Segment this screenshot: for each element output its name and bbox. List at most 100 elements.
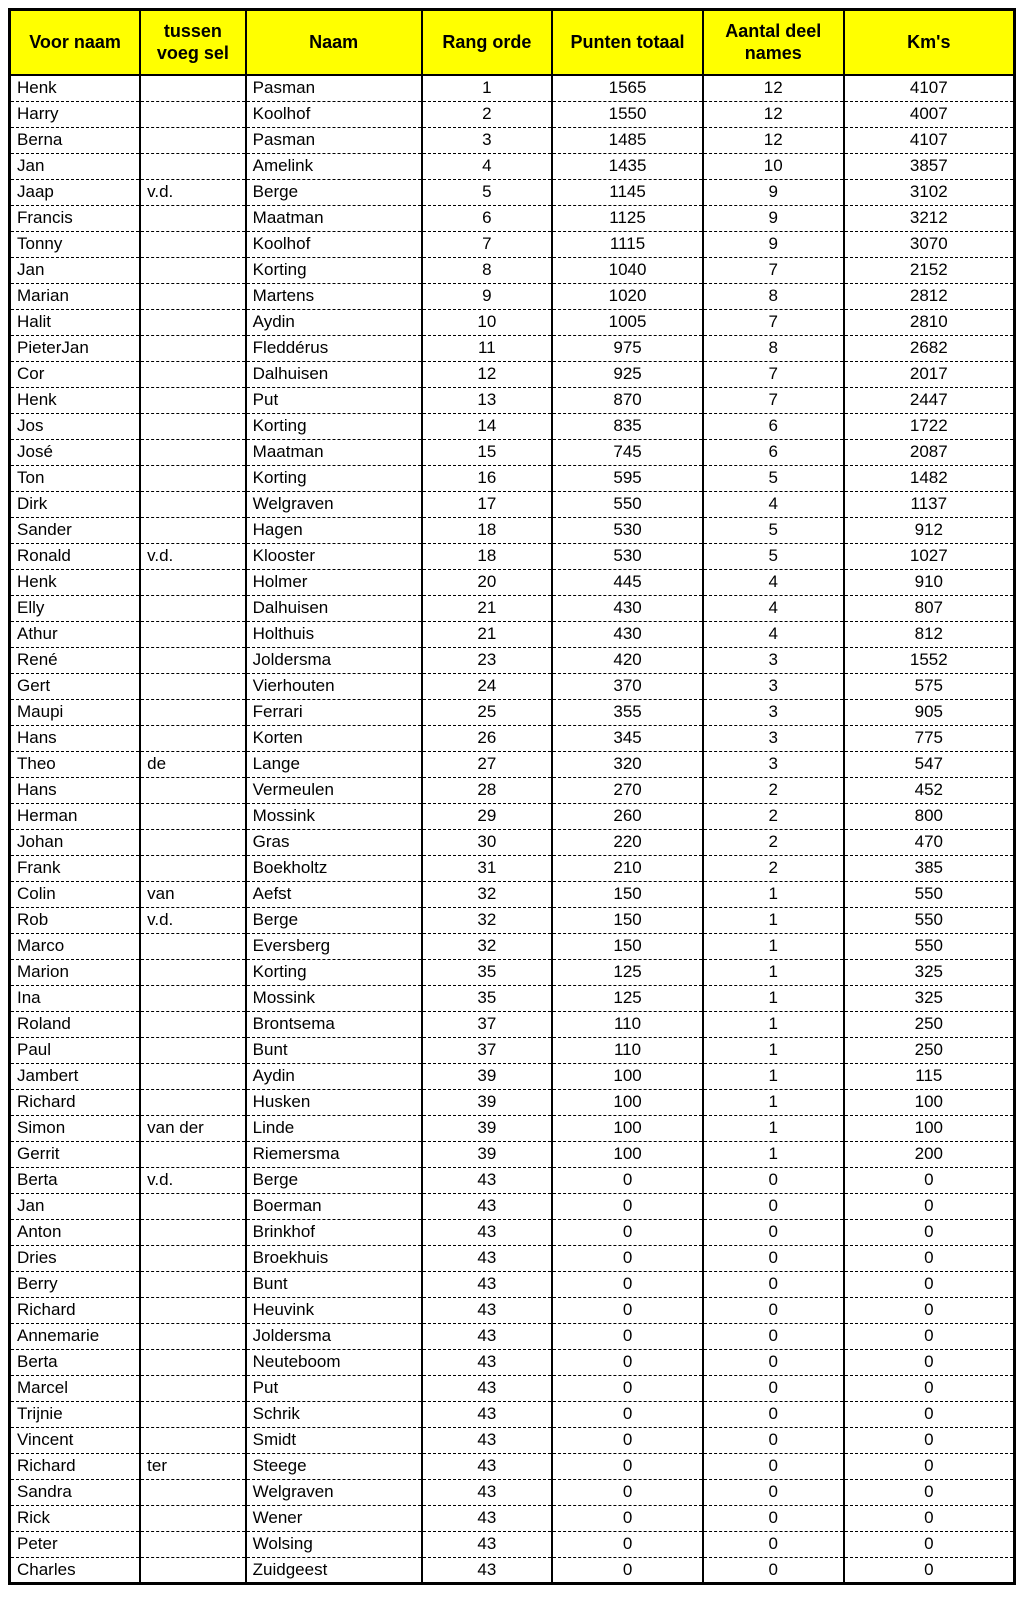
table-cell: Aydin bbox=[246, 309, 422, 335]
table-cell bbox=[140, 959, 246, 985]
table-row: TonnyKoolhof7111593070 bbox=[10, 231, 1015, 257]
table-cell: Klooster bbox=[246, 543, 422, 569]
table-cell: 39 bbox=[422, 1063, 553, 1089]
table-cell: José bbox=[10, 439, 141, 465]
table-cell: Jos bbox=[10, 413, 141, 439]
table-cell bbox=[140, 1531, 246, 1557]
table-cell: Wener bbox=[246, 1505, 422, 1531]
table-cell bbox=[140, 335, 246, 361]
table-cell: 2 bbox=[703, 803, 844, 829]
table-cell: 43 bbox=[422, 1557, 553, 1583]
table-cell: 0 bbox=[552, 1505, 703, 1531]
table-cell: Bunt bbox=[246, 1037, 422, 1063]
table-cell: 37 bbox=[422, 1011, 553, 1037]
table-cell: v.d. bbox=[140, 907, 246, 933]
table-cell: Anton bbox=[10, 1219, 141, 1245]
table-cell bbox=[140, 829, 246, 855]
table-row: VincentSmidt43000 bbox=[10, 1427, 1015, 1453]
table-cell: Berry bbox=[10, 1271, 141, 1297]
table-cell: 32 bbox=[422, 881, 553, 907]
table-cell bbox=[140, 1349, 246, 1375]
table-cell: 5 bbox=[703, 543, 844, 569]
table-cell: 270 bbox=[552, 777, 703, 803]
table-cell: 100 bbox=[552, 1089, 703, 1115]
table-cell: 1485 bbox=[552, 127, 703, 153]
table-cell: 0 bbox=[552, 1531, 703, 1557]
table-cell: 125 bbox=[552, 959, 703, 985]
table-row: JosKorting1483561722 bbox=[10, 413, 1015, 439]
table-cell: 550 bbox=[844, 907, 1015, 933]
table-cell: Broekhuis bbox=[246, 1245, 422, 1271]
table-row: AntonBrinkhof43000 bbox=[10, 1219, 1015, 1245]
table-cell: 812 bbox=[844, 621, 1015, 647]
table-cell: 4 bbox=[703, 595, 844, 621]
table-cell: 1 bbox=[703, 959, 844, 985]
table-cell: Husken bbox=[246, 1089, 422, 1115]
table-cell: 1 bbox=[703, 1063, 844, 1089]
table-cell: 3 bbox=[703, 699, 844, 725]
table-cell: Roland bbox=[10, 1011, 141, 1037]
table-cell: 2 bbox=[703, 829, 844, 855]
table-cell: Dalhuisen bbox=[246, 361, 422, 387]
table-row: MarcoEversberg321501550 bbox=[10, 933, 1015, 959]
table-cell: 1550 bbox=[552, 101, 703, 127]
col-header-deelnames: Aantal deel names bbox=[703, 10, 844, 76]
table-cell: Dries bbox=[10, 1245, 141, 1271]
table-cell: 43 bbox=[422, 1245, 553, 1271]
table-cell: 1 bbox=[703, 1037, 844, 1063]
table-cell: 325 bbox=[844, 985, 1015, 1011]
table-cell: Ronald bbox=[10, 543, 141, 569]
table-cell: Brinkhof bbox=[246, 1219, 422, 1245]
table-cell bbox=[140, 387, 246, 413]
table-row: RichardterSteege43000 bbox=[10, 1453, 1015, 1479]
table-cell: Put bbox=[246, 387, 422, 413]
table-cell: 125 bbox=[552, 985, 703, 1011]
table-cell: 325 bbox=[844, 959, 1015, 985]
table-cell: 28 bbox=[422, 777, 553, 803]
table-cell: Berge bbox=[246, 907, 422, 933]
table-cell: 0 bbox=[703, 1505, 844, 1531]
table-row: BertaNeuteboom43000 bbox=[10, 1349, 1015, 1375]
table-cell: Korting bbox=[246, 413, 422, 439]
table-cell: 30 bbox=[422, 829, 553, 855]
table-row: InaMossink351251325 bbox=[10, 985, 1015, 1011]
col-header-rangorde: Rang orde bbox=[422, 10, 553, 76]
table-cell: 110 bbox=[552, 1037, 703, 1063]
table-row: BernaPasman31485124107 bbox=[10, 127, 1015, 153]
table-cell: 2810 bbox=[844, 309, 1015, 335]
table-cell: 43 bbox=[422, 1349, 553, 1375]
table-row: HansKorten263453775 bbox=[10, 725, 1015, 751]
table-cell: 3 bbox=[703, 725, 844, 751]
table-cell bbox=[140, 75, 246, 101]
table-cell: 43 bbox=[422, 1531, 553, 1557]
table-cell: 745 bbox=[552, 439, 703, 465]
table-cell: 2 bbox=[422, 101, 553, 127]
table-cell: Rob bbox=[10, 907, 141, 933]
table-cell: 975 bbox=[552, 335, 703, 361]
table-cell: 32 bbox=[422, 907, 553, 933]
table-cell: 0 bbox=[552, 1479, 703, 1505]
table-cell bbox=[140, 1375, 246, 1401]
table-row: GerritRiemersma391001200 bbox=[10, 1141, 1015, 1167]
table-cell: 7 bbox=[703, 257, 844, 283]
table-cell: Joldersma bbox=[246, 1323, 422, 1349]
table-cell: 0 bbox=[552, 1557, 703, 1583]
table-cell: 18 bbox=[422, 517, 553, 543]
table-cell: Johan bbox=[10, 829, 141, 855]
table-cell: 430 bbox=[552, 621, 703, 647]
table-cell: 1565 bbox=[552, 75, 703, 101]
table-cell: 870 bbox=[552, 387, 703, 413]
table-cell: 0 bbox=[844, 1349, 1015, 1375]
table-cell: René bbox=[10, 647, 141, 673]
table-cell: Maupi bbox=[10, 699, 141, 725]
table-cell: 43 bbox=[422, 1323, 553, 1349]
table-cell: v.d. bbox=[140, 1167, 246, 1193]
table-cell: 2812 bbox=[844, 283, 1015, 309]
table-cell: Hans bbox=[10, 777, 141, 803]
table-cell: Berge bbox=[246, 1167, 422, 1193]
table-cell: Sander bbox=[10, 517, 141, 543]
table-cell bbox=[140, 1011, 246, 1037]
table-cell bbox=[140, 283, 246, 309]
table-cell: 775 bbox=[844, 725, 1015, 751]
table-row: DirkWelgraven1755041137 bbox=[10, 491, 1015, 517]
